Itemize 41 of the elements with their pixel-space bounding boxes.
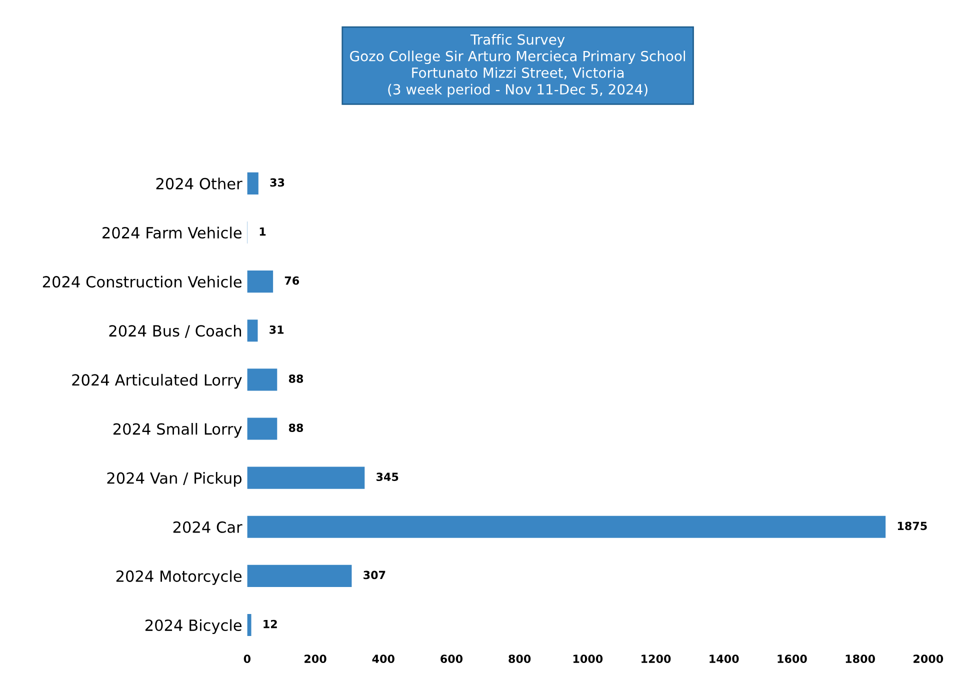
x-tick-label: 600 [440,654,463,663]
bar [247,418,278,440]
x-tick-label: 2000 [914,654,944,663]
x-tick-label: 200 [304,654,326,663]
data-label: 88 [288,374,304,383]
bar [247,172,258,194]
bar [247,466,365,489]
y-tick-label: 2024 Bus / Coach [109,324,242,338]
x-tick-label: 1000 [573,654,603,663]
x-tick-label: 1400 [710,654,739,663]
bar [247,368,278,391]
x-tick-label: 400 [372,654,394,663]
bar [247,614,252,636]
data-label: 307 [364,570,386,580]
x-tick-label: 1600 [778,654,807,663]
data-label: 88 [288,424,304,432]
data-label: 12 [264,620,277,628]
y-tick-label: 2024 Car [173,521,242,533]
y-tick-label: 2024 Van / Pickup [107,472,242,487]
data-label: 76 [284,276,300,285]
bar [247,320,258,342]
x-tick-label: 0 [244,654,251,663]
x-tick-label: 1800 [846,654,875,663]
bar [247,270,274,293]
data-label: 33 [270,178,284,187]
y-tick-label: 2024 Articulated Lorry [72,374,242,389]
data-label: 31 [270,325,284,334]
y-tick-label: 2024 Bicycle [145,619,242,634]
x-tick-label: 800 [508,654,531,663]
data-label: 1 [260,227,266,236]
data-label: 1875 [898,522,927,530]
y-tick-label: 2024 Construction Vehicle [42,276,242,288]
data-label: 345 [376,472,398,482]
bar [247,564,352,587]
y-tick-label: 2024 Other [156,178,242,190]
y-tick-label: 2024 Motorcycle [116,570,242,585]
chart-title: Traffic Survey Gozo College Sir Arturo Mercieca Primary School Fortunato Mizzi Street, Victoria (3 week period - Nov 11-Dec 5, 2024) [350,34,685,98]
y-tick-label: 2024 Farm Vehicle [102,226,242,239]
y-tick-label: 2024 Small Lorry [113,422,242,438]
x-tick-label: 1200 [642,654,671,663]
bar [247,516,886,538]
